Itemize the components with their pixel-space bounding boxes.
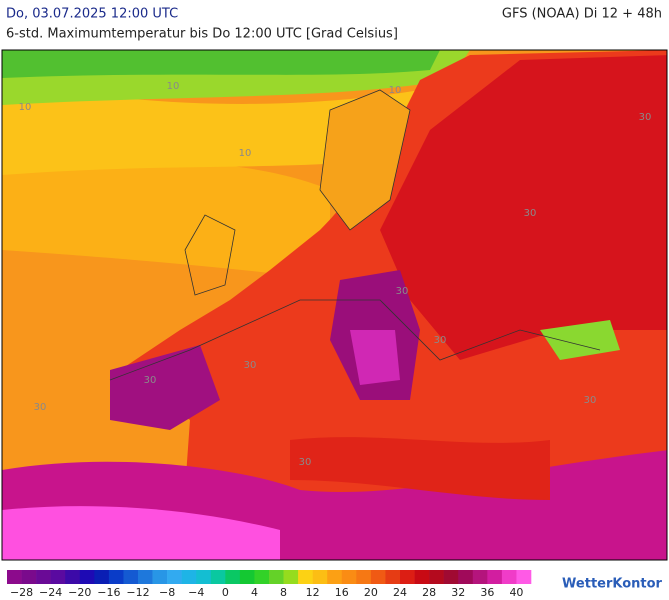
date-label: Do, 03.07.2025 12:00 UTC: [6, 7, 178, 22]
colorbar-swatch: [269, 570, 284, 584]
colorbar-swatch: [94, 570, 110, 584]
zone-warm: [2, 159, 330, 280]
colorbar-swatch: [138, 570, 153, 584]
colorbar-swatch: [181, 570, 197, 584]
colorbar-label: −8: [159, 586, 175, 599]
colorbar-label: −12: [126, 586, 149, 599]
colorbar-label: −16: [97, 586, 120, 599]
map-title: 6-std. Maximumtemperatur bis Do 12:00 UT…: [6, 27, 398, 42]
colorbar-swatch: [123, 570, 139, 584]
colorbar-swatch: [472, 570, 488, 584]
colorbar-label: 0: [222, 586, 229, 599]
colorbar-swatch: [108, 570, 124, 584]
colorbar-swatch: [429, 570, 444, 584]
colorbar-swatch: [210, 570, 226, 584]
isotherm-label: 30: [144, 375, 157, 386]
colorbar-swatch: [196, 570, 212, 584]
colorbar-swatch: [36, 570, 51, 584]
colorbar-label: 28: [422, 586, 436, 599]
colorbar-swatch: [356, 570, 372, 584]
colorbar-label: −20: [68, 586, 91, 599]
colorbar-swatch: [152, 570, 168, 584]
isotherm-label: 30: [34, 402, 47, 413]
colorbar-label: 12: [306, 586, 320, 599]
logo: WetterKontor: [562, 577, 663, 592]
colorbar-swatch: [254, 570, 270, 584]
colorbar-swatch: [50, 570, 66, 584]
colorbar-swatch: [79, 570, 95, 584]
colorbar-swatch: [501, 570, 517, 584]
colorbar-label: −24: [39, 586, 62, 599]
zone-very-hot: [380, 55, 667, 360]
isotherm-label: 30: [244, 360, 257, 371]
colorbar-swatch: [298, 570, 313, 584]
coastline-britain: [184, 214, 236, 296]
colorbar-swatch: [21, 570, 37, 584]
colorbar-swatch: [239, 570, 255, 584]
colorbar-label: 8: [280, 586, 287, 599]
colorbar-swatch: [516, 570, 532, 584]
zone-mild: [2, 80, 430, 175]
colorbar-swatch: [443, 570, 459, 584]
isotherm-label: 30: [396, 286, 409, 297]
colorbar-label: 24: [393, 586, 407, 599]
colorbar-label: 32: [451, 586, 465, 599]
colorbar-swatch: [458, 570, 474, 584]
isotherm-label: 30: [524, 208, 537, 219]
isotherm-label: 30: [584, 395, 597, 406]
colorbar-swatch: [283, 570, 299, 584]
isotherm-label: 30: [434, 335, 447, 346]
isotherm-label: 10: [389, 85, 402, 96]
isotherm-label: 10: [19, 102, 32, 113]
colorbar-swatch: [7, 570, 22, 584]
mediterranean: [290, 437, 550, 500]
zone-hungary: [350, 330, 400, 385]
colorbar-swatch: [167, 570, 182, 584]
zone-cold: [2, 50, 440, 78]
scandinavia: [319, 89, 411, 231]
isotherm-labels: 10 10 10 10 30 30 30 30 30 30 30 30 30: [19, 81, 652, 468]
colorbar-swatch: [341, 570, 357, 584]
colorbar-swatch: [414, 570, 430, 584]
isotherm-label: 10: [239, 148, 252, 159]
coastline-south: [109, 299, 601, 381]
colorbar-swatch: [225, 570, 241, 584]
colorbar-swatch: [385, 570, 401, 584]
colorbar-label: 20: [364, 586, 378, 599]
colorbar-label: −28: [10, 586, 33, 599]
isotherm-label: 30: [639, 112, 652, 123]
colorbar-swatch: [327, 570, 343, 584]
colorbar-label: 40: [509, 586, 523, 599]
colorbar-swatch: [312, 570, 328, 584]
map: [2, 50, 667, 560]
map-frame: [1, 49, 668, 561]
colorbar-label: 16: [335, 586, 349, 599]
zone-sahara: [2, 506, 280, 560]
colorbar: −28 −24 −20 −16 −12 −8 −4 0 4 8 12 16 20 24 28 32 36 40: [7, 570, 532, 599]
colorbar-swatch: [487, 570, 503, 584]
colorbar-swatch: [65, 570, 81, 584]
colorbar-label: 36: [480, 586, 494, 599]
zone-iberia: [110, 345, 220, 430]
colorbar-swatch: [400, 570, 415, 584]
isotherm-label: 10: [167, 81, 180, 92]
colorbar-label: −4: [188, 586, 204, 599]
colorbar-swatch: [370, 570, 386, 584]
colorbar-label: 4: [251, 586, 258, 599]
isotherm-label: 30: [299, 457, 312, 468]
model-label: GFS (NOAA) Di 12 + 48h: [502, 7, 662, 22]
